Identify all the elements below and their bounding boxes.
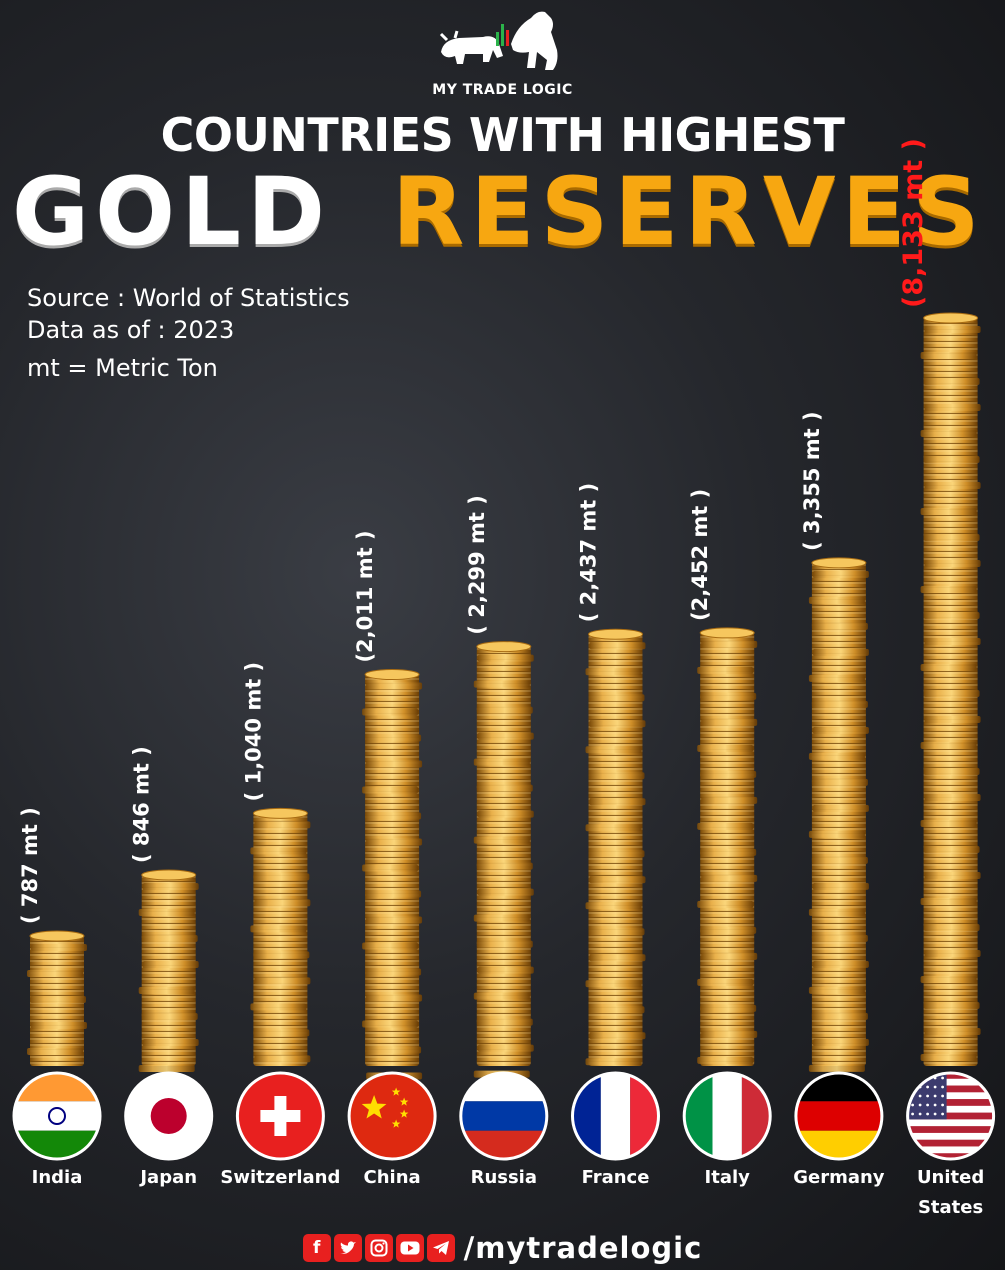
- unit-note: mt = Metric Ton: [27, 354, 218, 382]
- coin-stack-bar: [920, 312, 981, 1066]
- youtube-icon[interactable]: [395, 1234, 424, 1262]
- title-word-reserves: RESERVES: [392, 158, 986, 267]
- category-label: Russia: [471, 1167, 537, 1188]
- category-label: United: [917, 1167, 984, 1188]
- china-flag-icon: [347, 1071, 437, 1161]
- telegram-icon[interactable]: [426, 1234, 455, 1262]
- title-word-gold: GOLD: [12, 158, 331, 267]
- france-flag-icon: [571, 1071, 660, 1161]
- brand-name: MY TRADE LOGIC: [432, 82, 573, 98]
- footer: f /mytradelogic: [0, 1231, 1005, 1265]
- category-label: China: [364, 1167, 421, 1188]
- bull-bear-icon: [439, 11, 557, 71]
- bar-value-label: (8,133 mt ): [898, 138, 929, 308]
- bar-value-label: ( 3,355 mt ): [800, 411, 824, 550]
- coin-stack-bar: [473, 641, 534, 1078]
- twitter-icon[interactable]: [333, 1234, 362, 1262]
- bar-value-label: ( 846 mt ): [130, 746, 154, 863]
- coin-stack-bar: [585, 628, 646, 1066]
- page-title: COUNTRIES WITH HIGHEST: [160, 108, 845, 162]
- social-handle[interactable]: /mytradelogic: [463, 1231, 703, 1265]
- bar-value-label: ( 1,040 mt ): [241, 662, 265, 801]
- germany-flag-icon: [794, 1071, 884, 1161]
- bar-value-label: (2,452 mt ): [688, 489, 712, 621]
- coin-stack-bar: [697, 627, 758, 1066]
- japan-flag-icon: [124, 1071, 214, 1161]
- category-label: Japan: [138, 1167, 197, 1188]
- italy-flag-icon: [682, 1071, 772, 1161]
- bar-value-label: (2,011 mt ): [353, 530, 377, 662]
- brand-logo: MY TRADE LOGIC: [0, 4, 1005, 98]
- date-note: Data as of : 2023: [27, 316, 235, 344]
- category-label: Switzerland: [220, 1167, 340, 1188]
- coin-stack-bar: [27, 930, 87, 1066]
- india-flag-icon: [12, 1071, 102, 1161]
- coin-stack-bar: [808, 557, 869, 1072]
- united-states-flag-icon: [906, 1071, 996, 1161]
- bar-value-label: ( 2,299 mt ): [465, 495, 489, 634]
- category-label: States: [918, 1197, 983, 1218]
- gold-reserves-chart: ( 787 mt ) India ( 846 mt ) Japan ( 1,040 mt…: [12, 138, 996, 1218]
- bar-value-label: ( 787 mt ): [18, 807, 42, 924]
- switzerland-flag-icon: [235, 1071, 325, 1161]
- instagram-icon[interactable]: [364, 1234, 393, 1262]
- coin-stack-bar: [362, 669, 423, 1080]
- category-label: India: [32, 1167, 83, 1188]
- facebook-icon[interactable]: f: [302, 1234, 331, 1262]
- russia-flag-icon: [459, 1071, 549, 1161]
- source-note: Source : World of Statistics: [27, 284, 350, 312]
- category-label: Germany: [793, 1167, 885, 1188]
- bar-value-label: ( 2,437 mt ): [577, 483, 601, 622]
- page-title-large: GOLD RESERVES: [0, 158, 1005, 268]
- category-label: Italy: [705, 1167, 751, 1188]
- category-label: France: [582, 1167, 650, 1188]
- coin-stack-bar: [138, 869, 199, 1073]
- coin-stack-bar: [250, 807, 311, 1066]
